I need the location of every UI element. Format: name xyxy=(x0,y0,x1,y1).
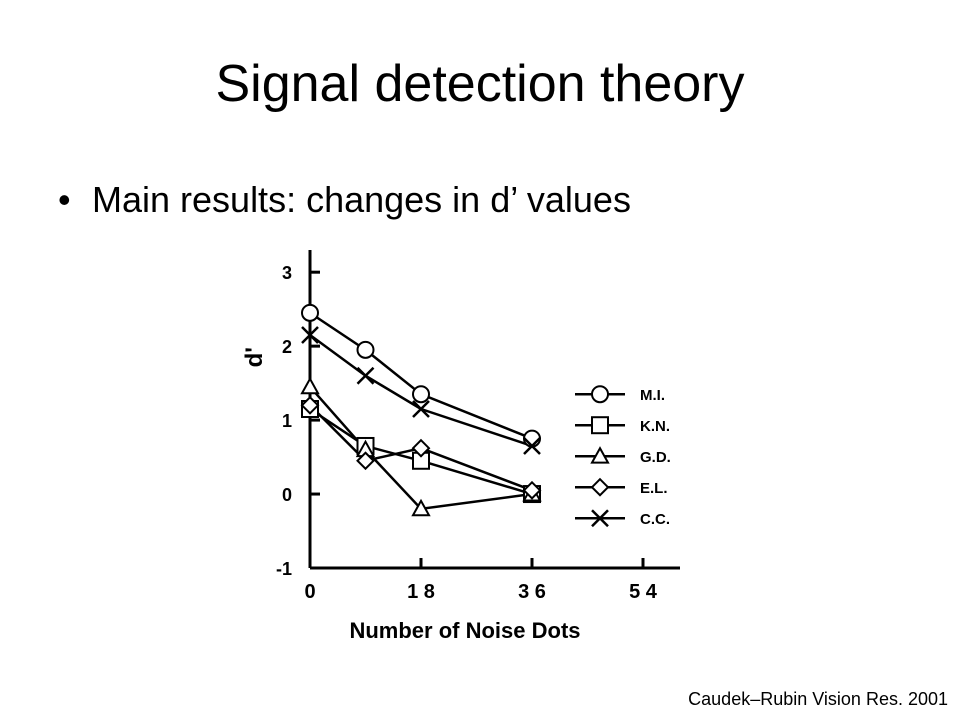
y-tick-label: -1 xyxy=(276,559,292,579)
legend-label: G.D. xyxy=(640,449,671,466)
series-line-el xyxy=(309,404,533,492)
data-point-triangle xyxy=(411,498,431,517)
legend-label: C.C. xyxy=(640,511,670,528)
data-point-diamond xyxy=(356,451,375,471)
data-point-x xyxy=(523,437,541,455)
x-tick-label: 0 xyxy=(304,581,315,603)
x-axis-label: Number of Noise Dots xyxy=(349,618,580,643)
legend-marker-square xyxy=(591,416,609,435)
legend-label: K.N. xyxy=(640,418,670,435)
bullet-dot-icon: • xyxy=(58,179,71,220)
data-point-circle xyxy=(356,340,375,359)
y-axis-label: d' xyxy=(241,347,268,367)
data-point-x xyxy=(412,400,430,418)
legend-label: M.I. xyxy=(640,387,665,404)
legend-marker-diamond xyxy=(590,477,610,497)
chart-svg: -1 0 1 2 3 0 1 8 3 6 5 4 Number of Noise Dots d' M.… xyxy=(241,250,680,643)
data-point-circle xyxy=(412,385,430,404)
legend-marker-circle xyxy=(591,385,609,404)
x-tick-label: 1 8 xyxy=(407,581,435,603)
x-tick-label: 5 4 xyxy=(629,581,658,603)
data-point-x xyxy=(301,326,319,344)
legend-marker-x xyxy=(591,509,609,528)
bullet-text: Main results: changes in d’ values xyxy=(92,179,631,220)
y-tick-label: 2 xyxy=(282,337,292,357)
data-point-circle xyxy=(301,303,319,322)
y-tick-label: 3 xyxy=(282,263,292,283)
data-point-circle xyxy=(523,429,541,448)
data-point-x xyxy=(356,366,375,385)
data-point-triangle xyxy=(300,376,320,395)
bullet-item: • Main results: changes in d’ values xyxy=(58,178,631,221)
chart: -1 0 1 2 3 0 1 8 3 6 5 4 Number of Noise Dots d' M.… xyxy=(240,240,710,650)
y-tick-label: 0 xyxy=(282,485,292,505)
data-point-diamond xyxy=(522,480,542,500)
x-tick-label: 3 6 xyxy=(518,581,546,603)
citation: Caudek–Rubin Vision Res. 2001 xyxy=(688,689,948,709)
data-point-diamond xyxy=(411,438,431,458)
series-line-cc xyxy=(309,334,533,448)
series-line-mi xyxy=(309,311,533,440)
legend-marker-triangle xyxy=(590,446,610,464)
y-tick-label: 1 xyxy=(282,411,292,431)
slide-title: Signal detection theory xyxy=(215,55,745,113)
series-line-gd xyxy=(309,385,533,511)
legend-label: E.L. xyxy=(640,480,668,497)
data-point-diamond xyxy=(300,395,320,415)
